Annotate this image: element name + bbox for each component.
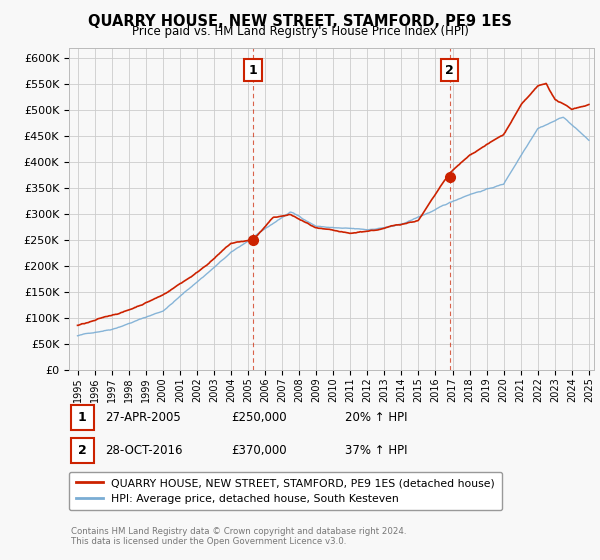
Text: 2: 2 bbox=[78, 444, 86, 458]
Text: Price paid vs. HM Land Registry's House Price Index (HPI): Price paid vs. HM Land Registry's House … bbox=[131, 25, 469, 38]
Text: QUARRY HOUSE, NEW STREET, STAMFORD, PE9 1ES: QUARRY HOUSE, NEW STREET, STAMFORD, PE9 … bbox=[88, 14, 512, 29]
Legend: QUARRY HOUSE, NEW STREET, STAMFORD, PE9 1ES (detached house), HPI: Average price: QUARRY HOUSE, NEW STREET, STAMFORD, PE9 … bbox=[69, 472, 502, 510]
Text: £370,000: £370,000 bbox=[231, 444, 287, 458]
Text: 1: 1 bbox=[249, 64, 257, 77]
Text: £250,000: £250,000 bbox=[231, 410, 287, 424]
Text: Contains HM Land Registry data © Crown copyright and database right 2024.
This d: Contains HM Land Registry data © Crown c… bbox=[71, 526, 406, 546]
Text: 27-APR-2005: 27-APR-2005 bbox=[105, 410, 181, 424]
Text: 28-OCT-2016: 28-OCT-2016 bbox=[105, 444, 182, 458]
Text: 2: 2 bbox=[445, 64, 454, 77]
Text: 20% ↑ HPI: 20% ↑ HPI bbox=[345, 410, 407, 424]
Text: 37% ↑ HPI: 37% ↑ HPI bbox=[345, 444, 407, 458]
Text: 1: 1 bbox=[78, 410, 86, 424]
